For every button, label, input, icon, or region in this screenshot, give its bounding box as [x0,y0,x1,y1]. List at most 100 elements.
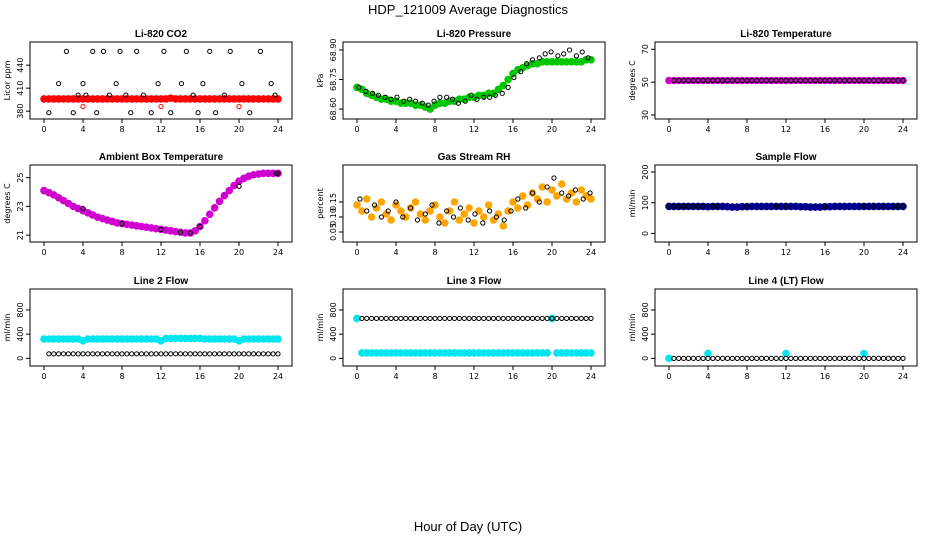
line2-black-point [158,351,164,357]
x-tick-label-line3-flow-4: 4 [393,372,398,381]
pressure-black-point [425,102,431,108]
line3-black-point [422,315,428,322]
sample-flow-black-point [871,203,877,209]
sample-flow-black-point [710,203,716,209]
line2-black-point [85,351,91,357]
y-tick-label-licor-temp-2: 70 [641,44,650,54]
y-tick-label-line3-flow-2: 800 [329,302,338,317]
y-tick-label-sample-flow-0: 0 [641,231,650,236]
x-tick-label-line4-flow-16: 16 [820,372,830,381]
sample-flow-black-point [880,203,887,209]
y-tick-label-co2-0: 380 [16,104,25,119]
line4-black-point [871,355,877,361]
box-temp-fill-point [205,210,214,219]
line3-black-point [442,315,448,322]
licor-temp-black-point [812,77,818,84]
panel-licor-temp: Li-820 Temperature 0 4 8 12 16 20 24 30 50 70 degre… [628,29,918,134]
line3-cyan-point [543,349,551,357]
licor-temp-black-point [715,77,721,84]
x-tick-label-sample-flow-12: 12 [781,248,791,257]
line4-black-point [895,355,901,361]
rh-black-point [429,202,435,208]
line4-black-point [793,355,799,361]
x-tick-label-box-temp-16: 16 [195,248,205,257]
y-axis-label-line3-flow: ml/min [316,314,325,342]
licor-temp-black-point [671,77,677,84]
co2-black-point [134,48,140,54]
line4-black-point [900,355,906,361]
pressure-fill-point [494,85,503,94]
line2-black-point [143,351,149,357]
co2-black-point [63,48,70,54]
pressure-black-point [468,92,474,98]
co2-black-point [200,80,206,87]
line3-black-point [583,315,589,322]
rh-black-point [501,217,507,223]
line2-black-point [221,351,227,357]
line3-black-point [373,315,380,322]
line4-black-point [832,355,838,361]
line2-black-point [216,351,223,357]
y-tick-label-line2-flow-1: 400 [16,327,25,342]
x-tick-label-sample-flow-24: 24 [898,248,908,257]
licor-temp-black-point [690,77,696,84]
x-tick-label-rh-12: 12 [469,248,479,257]
rh-black-point [472,211,478,217]
x-tick-label-box-temp-24: 24 [273,248,283,257]
line3-black-point [549,315,555,322]
box-temp-fill-point [215,197,224,206]
rh-black-point [515,196,521,202]
line3-black-point [544,315,550,322]
rh-black-point [523,205,529,211]
pressure-black-point [511,74,517,81]
y-tick-label-pressure-0: 68.60 [329,98,338,121]
co2-black-point [155,80,161,87]
line4-black-point [817,355,823,361]
licor-temp-black-point [793,77,799,84]
line4-black-point [827,355,833,361]
licor-temp-black-point [798,77,804,84]
line4-black-point [841,355,848,361]
pressure-fill-point [504,75,512,84]
co2-black-point [56,80,62,87]
y-tick-label-line3-flow-0: 0 [329,356,338,361]
rh-fill-point [514,204,522,212]
points-sample-flow [665,202,907,211]
line4-black-point [880,355,887,361]
line4-black-point [807,355,813,361]
co2-black-point [268,80,274,87]
x-tick-label-licor-temp-12: 12 [781,125,791,134]
rh-fill-point [377,198,386,206]
line2-black-point [251,351,257,357]
co2-black-point [100,48,107,54]
y-tick-label-box-temp-0: 21 [16,230,25,240]
panel-title-line4-flow: Line 4 (LT) Flow [748,276,824,287]
line4-black-point [724,355,731,361]
x-tick-label-sample-flow-8: 8 [744,248,749,257]
x-tick-label-line2-flow-12: 12 [156,372,166,381]
licor-temp-black-point [768,77,774,84]
line4-cyan-point [860,349,868,358]
line3-black-point [505,315,511,322]
line2-black-point [212,351,218,357]
licor-temp-black-point [837,77,843,84]
box-temp-black-point [273,170,279,176]
licor-temp-black-point [763,77,770,84]
line4-cyan-point [782,349,790,358]
line4-black-point [773,355,779,361]
x-tick-label-box-temp-8: 8 [119,248,124,257]
line2-black-point [75,351,81,357]
line2-black-point [119,351,125,357]
co2-red-outliers-point [236,103,242,110]
line3-black-point [388,315,394,322]
line4-black-point [729,355,735,361]
line3-black-point [568,315,575,322]
line2-black-point [275,351,281,357]
line3-black-point [588,315,594,322]
x-tick-label-licor-temp-24: 24 [898,125,908,134]
y-axis-label-line2-flow: ml/min [3,314,12,342]
line3-black-point [515,315,521,322]
points-line4-flow [665,349,906,363]
rh-black-point [559,190,565,196]
co2-fill-point [274,95,282,103]
